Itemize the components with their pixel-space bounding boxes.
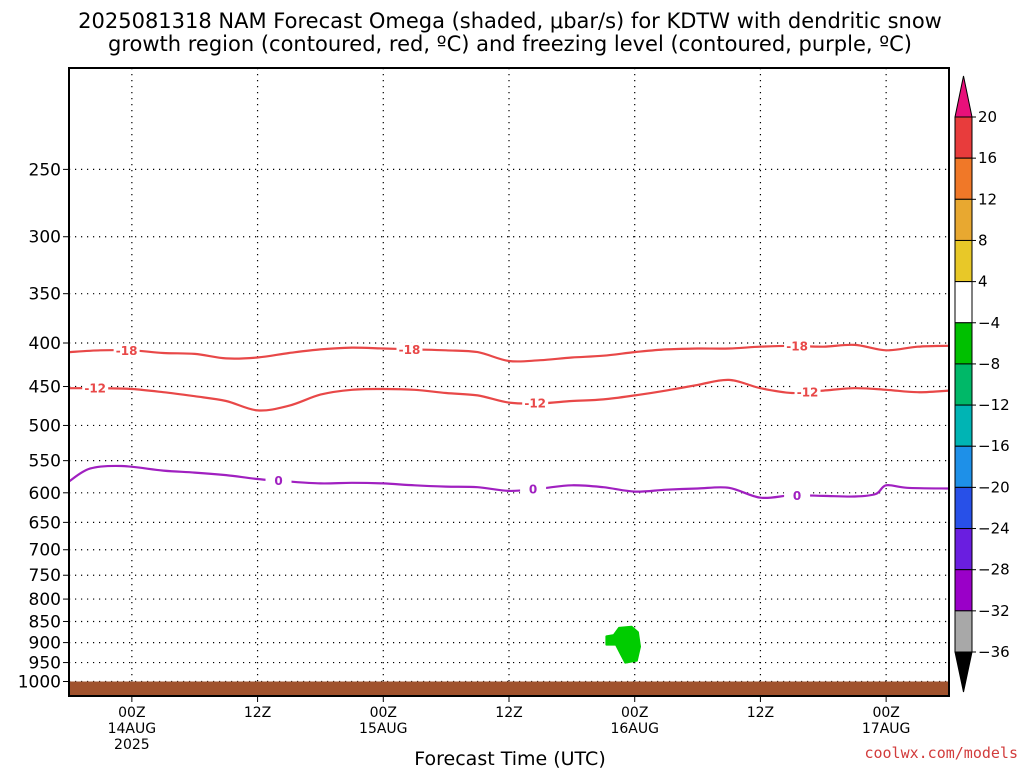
colorbar-box-11 xyxy=(954,569,973,612)
colorbar-label-12: −32 xyxy=(978,602,1010,620)
colorbar-label-2: 12 xyxy=(978,190,997,208)
x-tick-label-72-1: 17AUG xyxy=(862,721,911,737)
contour-line-0 xyxy=(69,343,949,363)
colorbar: 20 16 12 8 4 −4 −8 −12 −16 −20 −24 −28 −32 −36 xyxy=(954,75,1010,693)
colorbar-label-7: −12 xyxy=(978,396,1010,414)
colorbar-label-0: 20 xyxy=(978,108,997,126)
colorbar-label-5: −4 xyxy=(978,314,1000,332)
x-tick-label-48-0: 00Z xyxy=(621,705,648,721)
y-tick-label-750: 750 xyxy=(29,566,61,586)
contours: -18 -18 -18 -12 -12 -12 0 0 0 xyxy=(69,338,949,503)
colorbar-label-10: −24 xyxy=(978,520,1010,538)
colorbar-label-11: −28 xyxy=(978,561,1010,579)
grid xyxy=(69,68,949,696)
omega-shading xyxy=(605,625,641,664)
y-tick-label-950: 950 xyxy=(29,654,61,674)
colorbar-box-10 xyxy=(954,528,973,571)
contour-label-bg-0-0 xyxy=(113,343,140,358)
contour-label-0-2: -18 xyxy=(786,339,808,353)
contour-label-bg-1-1 xyxy=(522,396,549,411)
contour-label-1-0: -12 xyxy=(84,382,106,396)
y-tick-label-500: 500 xyxy=(29,416,61,436)
x-axis-label: Forecast Time (UTC) xyxy=(414,748,605,768)
y-tick-label-400: 400 xyxy=(29,334,61,354)
x-tick-label-12-0: 12Z xyxy=(244,705,271,721)
credit-text: coolwx.com/models xyxy=(864,744,1018,762)
x-tick-label-0-0: 00Z xyxy=(118,705,145,721)
colorbar-box-5 xyxy=(954,322,973,365)
plot-frame xyxy=(68,67,950,697)
contour-label-2-2: 0 xyxy=(793,489,801,503)
x-tick-label-0-1: 14AUG xyxy=(108,721,157,737)
contour-label-bg-1-0 xyxy=(82,381,109,396)
contour-label-bg-2-0 xyxy=(265,473,292,488)
y-tick-label-450: 450 xyxy=(29,378,61,398)
chart-title-line-2: growth region (contoured, red, ºC) and f… xyxy=(108,32,912,56)
contour-label-0-0: -18 xyxy=(116,344,138,358)
y-tick-label-350: 350 xyxy=(29,285,61,305)
colorbar-box-7 xyxy=(954,404,973,447)
colorbar-label-8: −16 xyxy=(978,437,1010,455)
contour-label-1-2: -12 xyxy=(797,385,819,399)
y-tick-label-900: 900 xyxy=(29,634,61,654)
y-tick-label-850: 850 xyxy=(29,612,61,632)
colorbar-box-12 xyxy=(954,610,973,653)
contour-label-bg-0-2 xyxy=(784,338,811,353)
y-tick-label-1000: 1000 xyxy=(18,673,61,693)
colorbar-label-9: −20 xyxy=(978,478,1010,496)
colorbar-box-3 xyxy=(954,239,973,283)
chart-title-line-1: 2025081318 NAM Forecast Omega (shaded, μ… xyxy=(78,9,942,33)
x-tick-label-24-1: 15AUG xyxy=(359,721,408,737)
y-tick-label-700: 700 xyxy=(29,541,61,561)
ground-fill xyxy=(69,681,949,696)
colorbar-label-3: 8 xyxy=(978,231,988,249)
contour-label-bg-1-2 xyxy=(794,384,821,399)
y-tick-label-250: 250 xyxy=(29,160,61,180)
colorbar-box-6 xyxy=(954,363,973,406)
colorbar-label-4: 4 xyxy=(978,273,988,291)
y-axis: 2503003504004505005506006507007508008509… xyxy=(18,160,69,693)
x-tick-label-24-0: 00Z xyxy=(370,705,397,721)
y-tick-label-600: 600 xyxy=(29,484,61,504)
contour-label-1-1: -12 xyxy=(524,397,546,411)
omega-shade-region-0 xyxy=(605,625,641,664)
colorbar-box-2 xyxy=(954,198,973,241)
colorbar-label-13: −36 xyxy=(978,643,1010,661)
colorbar-bottom-arrow xyxy=(954,651,973,693)
colorbar-box-9 xyxy=(954,486,973,530)
y-tick-label-550: 550 xyxy=(29,452,61,472)
y-tick-label-650: 650 xyxy=(29,513,61,533)
contour-label-bg-2-1 xyxy=(520,482,547,497)
x-tick-label-72-0: 00Z xyxy=(872,705,899,721)
x-tick-label-60-0: 12Z xyxy=(747,705,774,721)
x-tick-label-0-2: 2025 xyxy=(114,737,150,753)
colorbar-box-4 xyxy=(954,281,973,324)
y-tick-label-300: 300 xyxy=(29,228,61,248)
x-tick-label-36-0: 12Z xyxy=(495,705,522,721)
colorbar-top-arrow xyxy=(954,75,973,118)
colorbar-box-1 xyxy=(954,157,973,200)
colorbar-box-0 xyxy=(954,116,973,159)
colorbar-label-6: −8 xyxy=(978,355,1000,373)
x-tick-label-48-1: 16AUG xyxy=(610,721,659,737)
y-tick-label-800: 800 xyxy=(29,590,61,610)
colorbar-label-1: 16 xyxy=(978,149,997,167)
contour-label-bg-0-1 xyxy=(396,342,423,357)
contour-label-bg-2-2 xyxy=(784,488,811,503)
contour-label-2-0: 0 xyxy=(274,474,282,488)
colorbar-box-8 xyxy=(954,445,973,488)
ground-rect xyxy=(69,681,949,696)
contour-label-0-1: -18 xyxy=(399,343,421,357)
contour-label-2-1: 0 xyxy=(529,483,537,497)
